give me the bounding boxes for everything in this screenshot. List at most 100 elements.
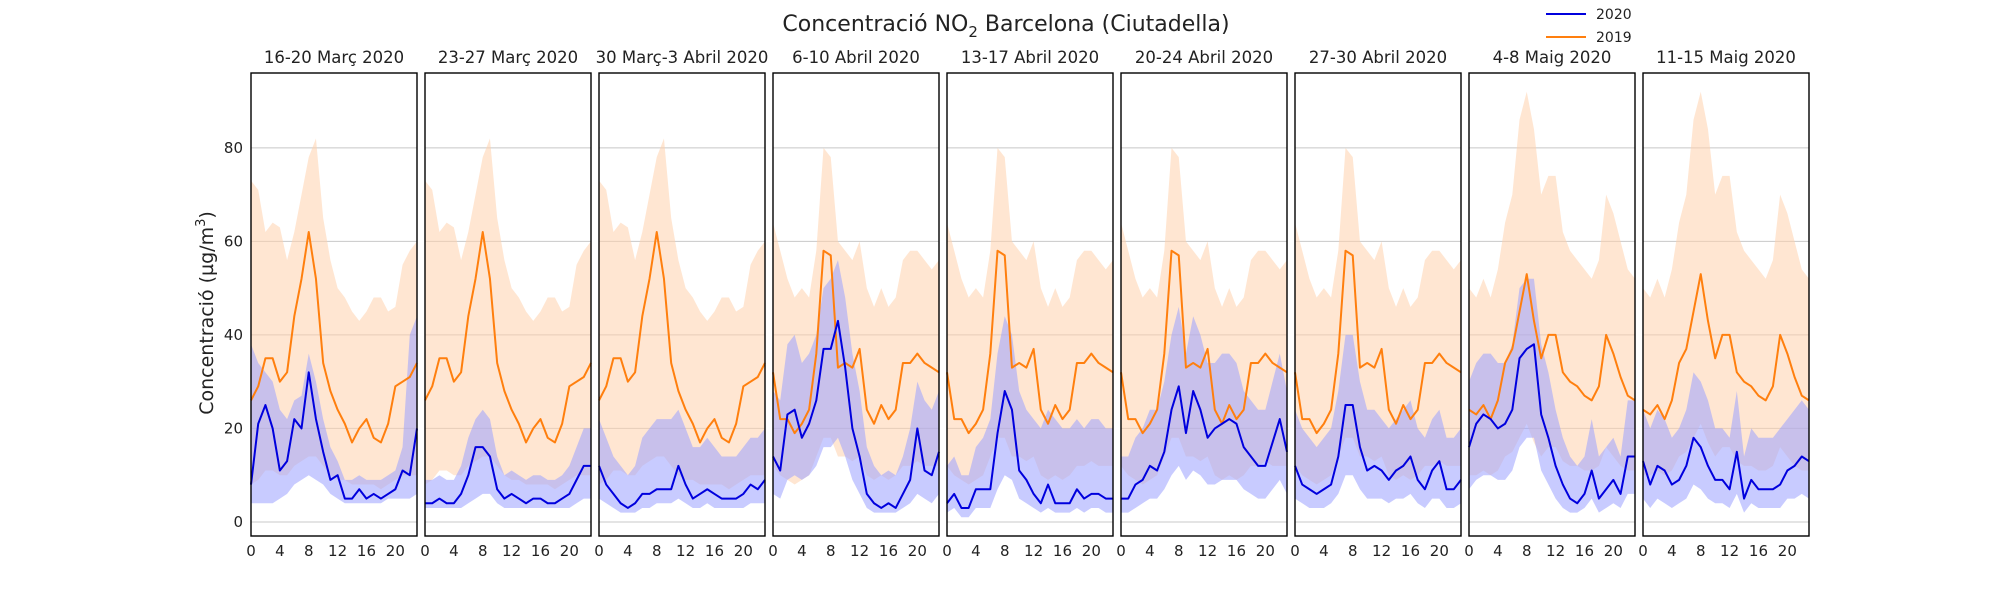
panel-4: 6-10 Abril 2020 0 4 8 12 16 20: [768, 48, 940, 560]
band-2020: [1469, 278, 1635, 513]
x-tick-label: 20: [1430, 542, 1449, 560]
y-axis-label-main: Concentració (µg/m: [196, 227, 218, 415]
panel-title: 13-17 Abril 2020: [961, 48, 1099, 67]
x-tick-label: 12: [1198, 542, 1217, 560]
panel-title: 4-8 Maig 2020: [1493, 48, 1612, 67]
line-2019: [1642, 273, 1810, 421]
band-2020: [947, 316, 1113, 518]
x-tick-label: 4: [797, 542, 807, 560]
x-tick-label: 16: [705, 542, 724, 560]
x-tick-label: 20: [908, 542, 927, 560]
x-tick-label: 4: [1667, 542, 1677, 560]
panel-2: 23-27 Març 2020 0 4 8 12 16 20: [420, 48, 592, 560]
chart-title-rest: Barcelona (Ciutadella): [978, 12, 1230, 37]
x-tick-label: 0: [420, 542, 430, 560]
line-2019: [1294, 249, 1462, 435]
band-2020: [425, 409, 591, 508]
x-tick-label: 8: [478, 542, 488, 560]
x-tick-label: 12: [1372, 542, 1391, 560]
chart-title-main: Concentració NO: [782, 12, 968, 37]
chart-title: Concentració NO2 Barcelona (Ciutadella): [782, 12, 1229, 41]
y-axis-label-superscript: 3: [194, 219, 209, 227]
panel-frame: [598, 72, 766, 537]
x-tick-label: 20: [1778, 542, 1797, 560]
x-tick-label: 8: [1522, 542, 1532, 560]
y-axis-label: Concentració (µg/m3): [194, 211, 218, 415]
panel-7: 27-30 Abril 2020 0 4 8 12 16 20: [1290, 48, 1462, 560]
line-2019: [772, 249, 940, 435]
x-tick-label: 0: [1116, 542, 1126, 560]
y-tick-label: 20: [224, 419, 243, 437]
panel-title: 20-24 Abril 2020: [1135, 48, 1273, 67]
panel-frame: [1120, 72, 1288, 537]
x-tick-label: 16: [1053, 542, 1072, 560]
x-tick-label: 20: [1604, 542, 1623, 560]
panel-frame: [1468, 72, 1636, 537]
panel-title: 23-27 Març 2020: [438, 48, 578, 67]
line-2020: [1294, 404, 1462, 495]
band-2019: [599, 138, 765, 490]
line-2020: [1642, 436, 1810, 500]
line-2020: [772, 319, 940, 509]
line-2020: [425, 446, 591, 505]
panel-frame: [424, 72, 592, 537]
x-tick-label: 12: [1546, 542, 1565, 560]
panel-title: 6-10 Abril 2020: [792, 48, 920, 67]
x-tick-label: 0: [1638, 542, 1648, 560]
line-2019: [598, 231, 766, 444]
x-tick-label: 12: [850, 542, 869, 560]
panel-3: 30 Març-3 Abril 2020 0 4 8 12 16 20: [594, 48, 768, 560]
line-2020: [250, 371, 418, 500]
legend-label-2020: 2020: [1596, 7, 1632, 23]
x-tick-label: 12: [1720, 542, 1739, 560]
line-2020: [1121, 385, 1288, 500]
x-tick-label: 12: [1024, 542, 1043, 560]
x-tick-label: 12: [676, 542, 695, 560]
panel-frame: [946, 72, 1114, 537]
panel-frame: [1642, 72, 1810, 537]
band-2020: [1643, 372, 1809, 513]
legend-label-2019: 2019: [1596, 30, 1632, 46]
x-tick-label: 12: [502, 542, 521, 560]
x-tick-label: 4: [275, 542, 285, 560]
band-2020: [1121, 306, 1287, 513]
y-axis-label-end: ): [196, 211, 218, 218]
panel-5: 13-17 Abril 2020 0 4 8 12 16 20: [942, 48, 1114, 560]
band-2019: [1643, 91, 1809, 476]
x-tick-label: 16: [357, 542, 376, 560]
chart-title-subscript: 2: [968, 23, 978, 41]
x-tick-label: 16: [1401, 542, 1420, 560]
x-tick-label: 4: [1493, 542, 1503, 560]
panel-title: 16-20 Març 2020: [264, 48, 404, 67]
x-tick-label: 8: [652, 542, 662, 560]
line-2019: [250, 231, 418, 444]
x-tick-label: 16: [1575, 542, 1594, 560]
y-tick-label: 80: [224, 139, 243, 157]
x-tick-label: 0: [1290, 542, 1300, 560]
legend: 2020 2019: [1546, 7, 1632, 46]
x-tick-label: 16: [879, 542, 898, 560]
x-tick-label: 0: [594, 542, 604, 560]
x-tick-label: 4: [1145, 542, 1155, 560]
y-tick-label: 0: [233, 513, 243, 531]
x-tick-label: 0: [768, 542, 778, 560]
x-tick-label: 8: [1696, 542, 1706, 560]
x-tick-label: 20: [560, 542, 579, 560]
panel-8: 4-8 Maig 2020 0 4 8 12 16 20: [1464, 48, 1636, 560]
x-tick-label: 0: [1464, 542, 1474, 560]
x-tick-label: 12: [328, 542, 347, 560]
panel-title: 11-15 Maig 2020: [1656, 48, 1796, 67]
x-tick-label: 20: [1256, 542, 1275, 560]
x-tick-label: 8: [826, 542, 836, 560]
x-tick-label: 8: [1174, 542, 1184, 560]
panel-frame: [250, 72, 418, 537]
x-tick-label: 8: [1348, 542, 1358, 560]
line-2019: [946, 249, 1114, 435]
x-tick-label: 8: [1000, 542, 1010, 560]
x-tick-label: 20: [734, 542, 753, 560]
band-2019: [251, 138, 417, 490]
x-tick-label: 20: [386, 542, 405, 560]
panel-title: 30 Març-3 Abril 2020: [596, 48, 769, 67]
y-tick-label: 40: [224, 326, 243, 344]
